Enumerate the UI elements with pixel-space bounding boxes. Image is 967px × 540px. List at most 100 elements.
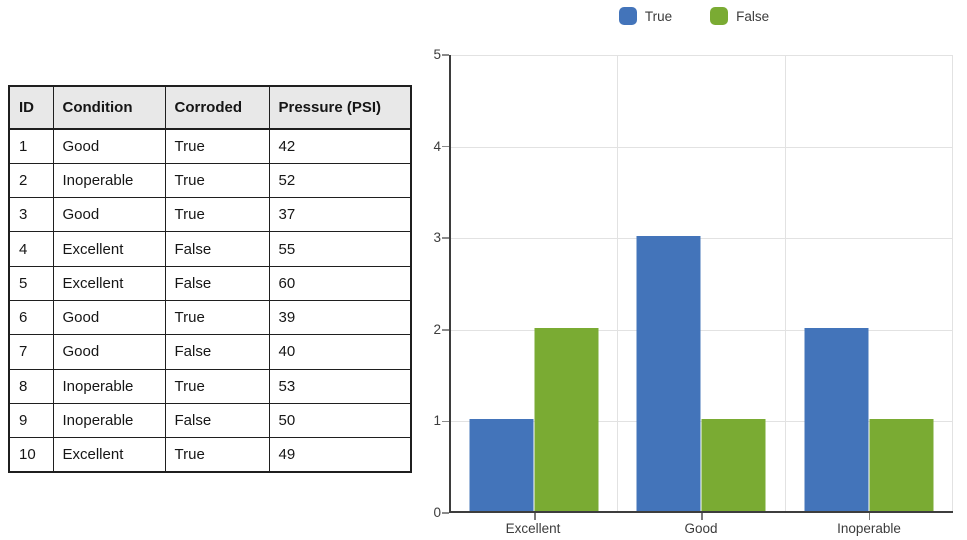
table-row: 6 Good True 39 — [8, 299, 412, 336]
table-cell: True — [164, 197, 270, 233]
bar-pair — [469, 327, 599, 511]
x-axis-category-label: Excellent — [505, 521, 561, 536]
table-cell: 55 — [268, 231, 412, 267]
table-cell: 8 — [8, 368, 54, 404]
bar-group-good — [618, 55, 786, 520]
chart-bar-groups — [451, 55, 953, 520]
table-cell: Good — [52, 299, 166, 336]
bar-false-inoperable — [869, 419, 934, 511]
table-row: 9 Inoperable False 50 — [8, 402, 412, 439]
table-row: 7 Good False 40 — [8, 334, 412, 370]
pipe-data-table: ID Condition Corroded Pressure (PSI) 1 Good T… — [8, 85, 412, 473]
table-cell: 53 — [268, 368, 412, 404]
grouped-bar-chart: True False 0 1 2 3 4 5 Excellent Good Inoperable — [421, 0, 967, 540]
table-cell: True — [164, 368, 270, 404]
table-cell: False — [164, 265, 270, 301]
bar-group-excellent — [451, 55, 619, 520]
table-cell: True — [164, 162, 270, 199]
x-axis-category-label: Inoperable — [837, 521, 901, 536]
x-axis-tick-mark — [534, 513, 536, 520]
chart-legend: True False — [421, 4, 967, 28]
table-cell: False — [164, 231, 270, 267]
table-cell: Excellent — [52, 437, 166, 473]
gridline-horizontal — [451, 238, 953, 240]
table-cell: 50 — [268, 402, 412, 439]
table-header-row: ID Condition Corroded Pressure (PSI) — [8, 85, 412, 130]
y-axis-tick-label: 3 — [433, 230, 441, 246]
column-header-condition: Condition — [52, 85, 166, 130]
table-cell: Inoperable — [52, 162, 166, 199]
table-row: 3 Good True 37 — [8, 197, 412, 233]
table-cell: Excellent — [52, 265, 166, 301]
table-cell: True — [164, 437, 270, 473]
table-cell: False — [164, 402, 270, 439]
bar-true-good — [636, 236, 701, 511]
table-row: 8 Inoperable True 53 — [8, 368, 412, 404]
table-cell: 60 — [268, 265, 412, 301]
table-cell: Good — [52, 128, 166, 164]
y-axis-tick-label: 5 — [433, 47, 441, 62]
table-cell: 39 — [268, 299, 412, 336]
y-axis-tick-mark — [442, 512, 449, 514]
table-cell: Excellent — [52, 231, 166, 267]
table-cell: True — [164, 128, 270, 164]
x-axis-tick-mark — [701, 513, 703, 520]
y-axis-tick-mark — [442, 145, 449, 148]
table-cell: Inoperable — [52, 402, 166, 439]
bar-false-excellent — [534, 327, 599, 511]
x-axis-category-label: Good — [684, 521, 718, 536]
table-cell: 7 — [8, 334, 54, 370]
table-header: ID Condition Corroded Pressure (PSI) — [8, 85, 412, 130]
legend-label: False — [736, 8, 770, 24]
table-cell: 37 — [268, 197, 412, 233]
bar-true-excellent — [469, 419, 534, 511]
legend-item-true: True — [618, 7, 673, 25]
table-row: 10 Excellent True 49 — [8, 437, 412, 473]
legend-swatch-icon — [710, 7, 729, 25]
bar-false-good — [701, 419, 766, 511]
table-cell: Good — [52, 334, 166, 370]
table-cell: 9 — [8, 402, 54, 439]
table-cell: 10 — [8, 437, 54, 473]
legend-swatch-icon — [618, 7, 637, 25]
table-cell: Good — [52, 197, 166, 233]
table-cell: Inoperable — [52, 368, 166, 404]
table-row: 2 Inoperable True 52 — [8, 162, 412, 199]
y-axis-tick-mark — [442, 237, 449, 239]
gridline-horizontal — [451, 329, 953, 331]
legend-item-false: False — [710, 7, 769, 25]
y-axis-tick-mark — [442, 420, 449, 423]
table-cell: 42 — [268, 128, 412, 164]
table-body: 1 Good True 42 2 Inoperable True 52 3 Good True 37 4… — [8, 128, 412, 473]
table-cell: 6 — [8, 299, 54, 336]
table-cell: 1 — [8, 128, 54, 164]
bar-pair — [804, 327, 934, 511]
table-row: 1 Good True 42 — [8, 128, 412, 164]
data-table-panel: ID Condition Corroded Pressure (PSI) 1 Good T… — [8, 85, 412, 473]
table-row: 4 Excellent False 55 — [8, 231, 412, 267]
y-axis-tick-mark — [442, 329, 449, 331]
gridline-horizontal — [451, 55, 953, 56]
table-cell: 3 — [8, 197, 54, 233]
table-cell: 2 — [8, 162, 54, 199]
legend-label: True — [644, 8, 673, 24]
column-header-id: ID — [8, 85, 54, 130]
table-row: 5 Excellent False 60 — [8, 265, 412, 301]
y-axis-tick-mark — [442, 54, 449, 56]
table-cell: 49 — [268, 437, 412, 473]
y-axis-tick-label: 2 — [433, 321, 441, 337]
gridline-horizontal — [451, 146, 953, 148]
y-axis-tick-label: 1 — [433, 413, 441, 429]
bar-group-inoperable — [786, 55, 953, 520]
table-cell: True — [164, 299, 270, 336]
y-axis-tick-label: 4 — [433, 138, 441, 154]
chart-plot-area — [449, 55, 953, 520]
x-axis-tick-mark — [868, 513, 871, 520]
y-axis-tick-label: 0 — [433, 505, 441, 520]
x-axis-category-labels: Excellent Good Inoperable — [449, 521, 953, 536]
table-cell: 52 — [268, 162, 412, 199]
bar-pair — [636, 236, 766, 511]
table-cell: False — [164, 334, 270, 370]
bar-true-inoperable — [804, 327, 869, 511]
